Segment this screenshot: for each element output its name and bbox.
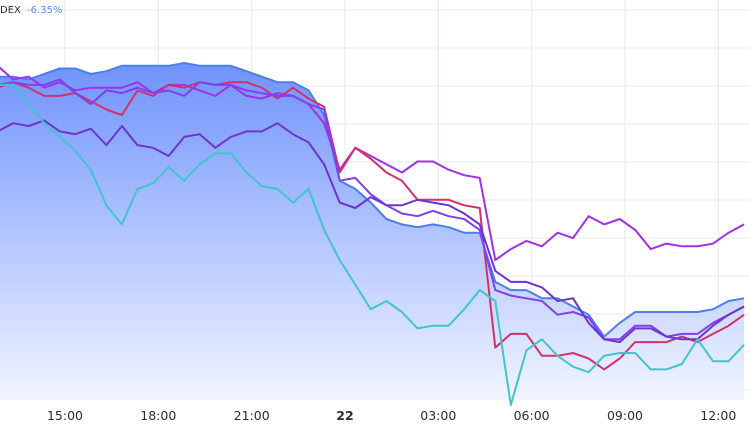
series-line-2[interactable] [0,81,745,371]
area-fill-series-0 [0,63,745,400]
x-tick-label-6: 09:00 [607,408,643,423]
x-tick-label-3: 22 [336,408,353,423]
series-line-1[interactable] [0,55,745,261]
x-tick-label-4: 03:00 [420,408,456,423]
series-line-5[interactable] [0,83,745,406]
legend-change-value: -6.35% [27,5,63,16]
series-line-4[interactable] [0,119,745,344]
x-tick-label-2: 21:00 [234,408,270,423]
series-line-3[interactable] [0,78,745,341]
x-tick-label-7: 12:00 [700,408,736,423]
x-tick-label-0: 15:00 [47,408,83,423]
x-axis: 15:00 18:00 21:00 22 03:00 06:00 09:00 12:00 [47,408,736,423]
legend: DEX -6.35% [0,5,62,16]
series-line-0[interactable] [0,62,745,338]
series-lines [0,55,745,406]
x-tick-label-1: 18:00 [140,408,176,423]
x-tick-label-5: 06:00 [514,408,550,423]
legend-symbol-name: DEX [0,5,21,16]
area-layer [0,63,745,400]
